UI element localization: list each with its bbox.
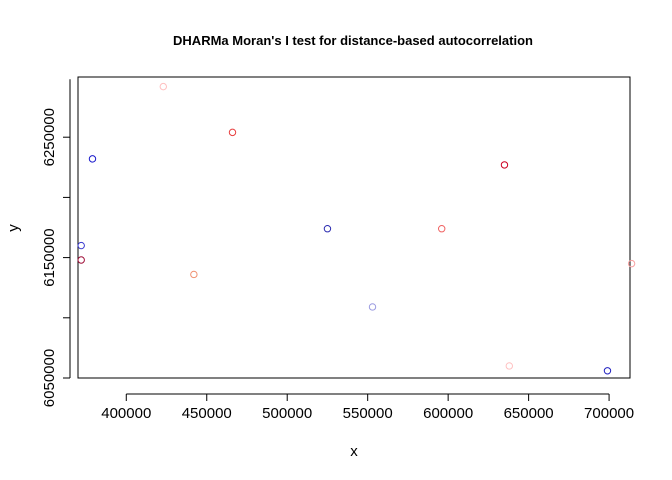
x-tick-label: 700000 [584, 405, 634, 422]
data-point [88, 155, 97, 163]
x-tick-label: 600000 [423, 405, 473, 422]
data-point [438, 225, 446, 233]
data-point [603, 367, 612, 375]
data-point [368, 303, 377, 311]
y-tick-label: 6050000 [41, 349, 58, 407]
x-tick-label: 500000 [262, 405, 312, 422]
data-point [159, 82, 167, 91]
x-tick-label: 650000 [504, 405, 554, 422]
plot-frame [77, 76, 631, 379]
data-point [77, 256, 85, 264]
y-tick-label: 6150000 [41, 228, 58, 286]
x-tick-label: 400000 [101, 405, 151, 422]
data-point [627, 259, 636, 268]
data-point [505, 362, 514, 370]
data-point [228, 128, 237, 137]
data-point [323, 225, 332, 233]
chart-title: DHARMa Moran's I test for distance-based… [173, 33, 533, 48]
y-tick-label: 6250000 [41, 108, 58, 166]
data-point [190, 270, 198, 279]
x-axis: 400000 450000 500000 550000 600000 650000 7000… [101, 393, 634, 422]
x-tick-label: 550000 [343, 405, 393, 422]
x-tick-label: 450000 [182, 405, 232, 422]
y-axis-label: y [5, 224, 22, 232]
x-axis-label: x [350, 443, 358, 460]
y-axis: 6050000 6150000 6250000 [41, 79, 71, 407]
data-point [77, 241, 85, 250]
data-point [500, 161, 509, 169]
data-points [77, 82, 636, 375]
